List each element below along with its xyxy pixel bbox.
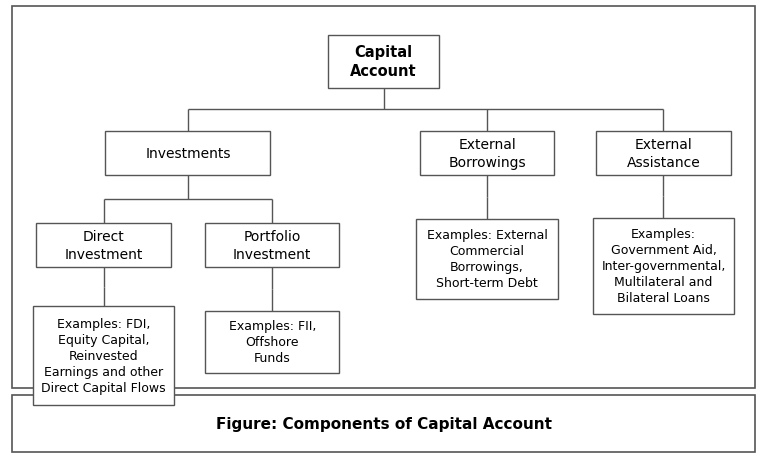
Text: Examples: FDI,
Equity Capital,
Reinvested
Earnings and other
Direct Capital Flow: Examples: FDI, Equity Capital, Reinveste… [41,317,166,394]
FancyBboxPatch shape [597,132,730,175]
Text: Figure: Components of Capital Account: Figure: Components of Capital Account [216,416,551,431]
FancyBboxPatch shape [106,132,270,175]
FancyBboxPatch shape [205,224,339,267]
Text: Capital
Account: Capital Account [351,45,416,79]
Text: Examples:
Government Aid,
Inter-governmental,
Multilateral and
Bilateral Loans: Examples: Government Aid, Inter-governme… [601,228,726,305]
FancyBboxPatch shape [205,311,339,373]
FancyBboxPatch shape [12,395,755,452]
Text: Examples: FII,
Offshore
Funds: Examples: FII, Offshore Funds [229,319,316,364]
FancyBboxPatch shape [37,224,170,267]
FancyBboxPatch shape [592,218,735,314]
Text: Examples: External
Commercial
Borrowings,
Short-term Debt: Examples: External Commercial Borrowings… [426,229,548,290]
Text: External
Borrowings: External Borrowings [448,138,526,169]
FancyBboxPatch shape [420,132,554,175]
Text: External
Assistance: External Assistance [627,138,700,169]
FancyBboxPatch shape [33,307,175,405]
FancyBboxPatch shape [12,7,755,388]
FancyBboxPatch shape [328,35,439,88]
Text: Direct
Investment: Direct Investment [64,230,143,261]
Text: Investments: Investments [145,147,231,161]
FancyBboxPatch shape [416,219,558,299]
Text: Portfolio
Investment: Portfolio Investment [233,230,311,261]
